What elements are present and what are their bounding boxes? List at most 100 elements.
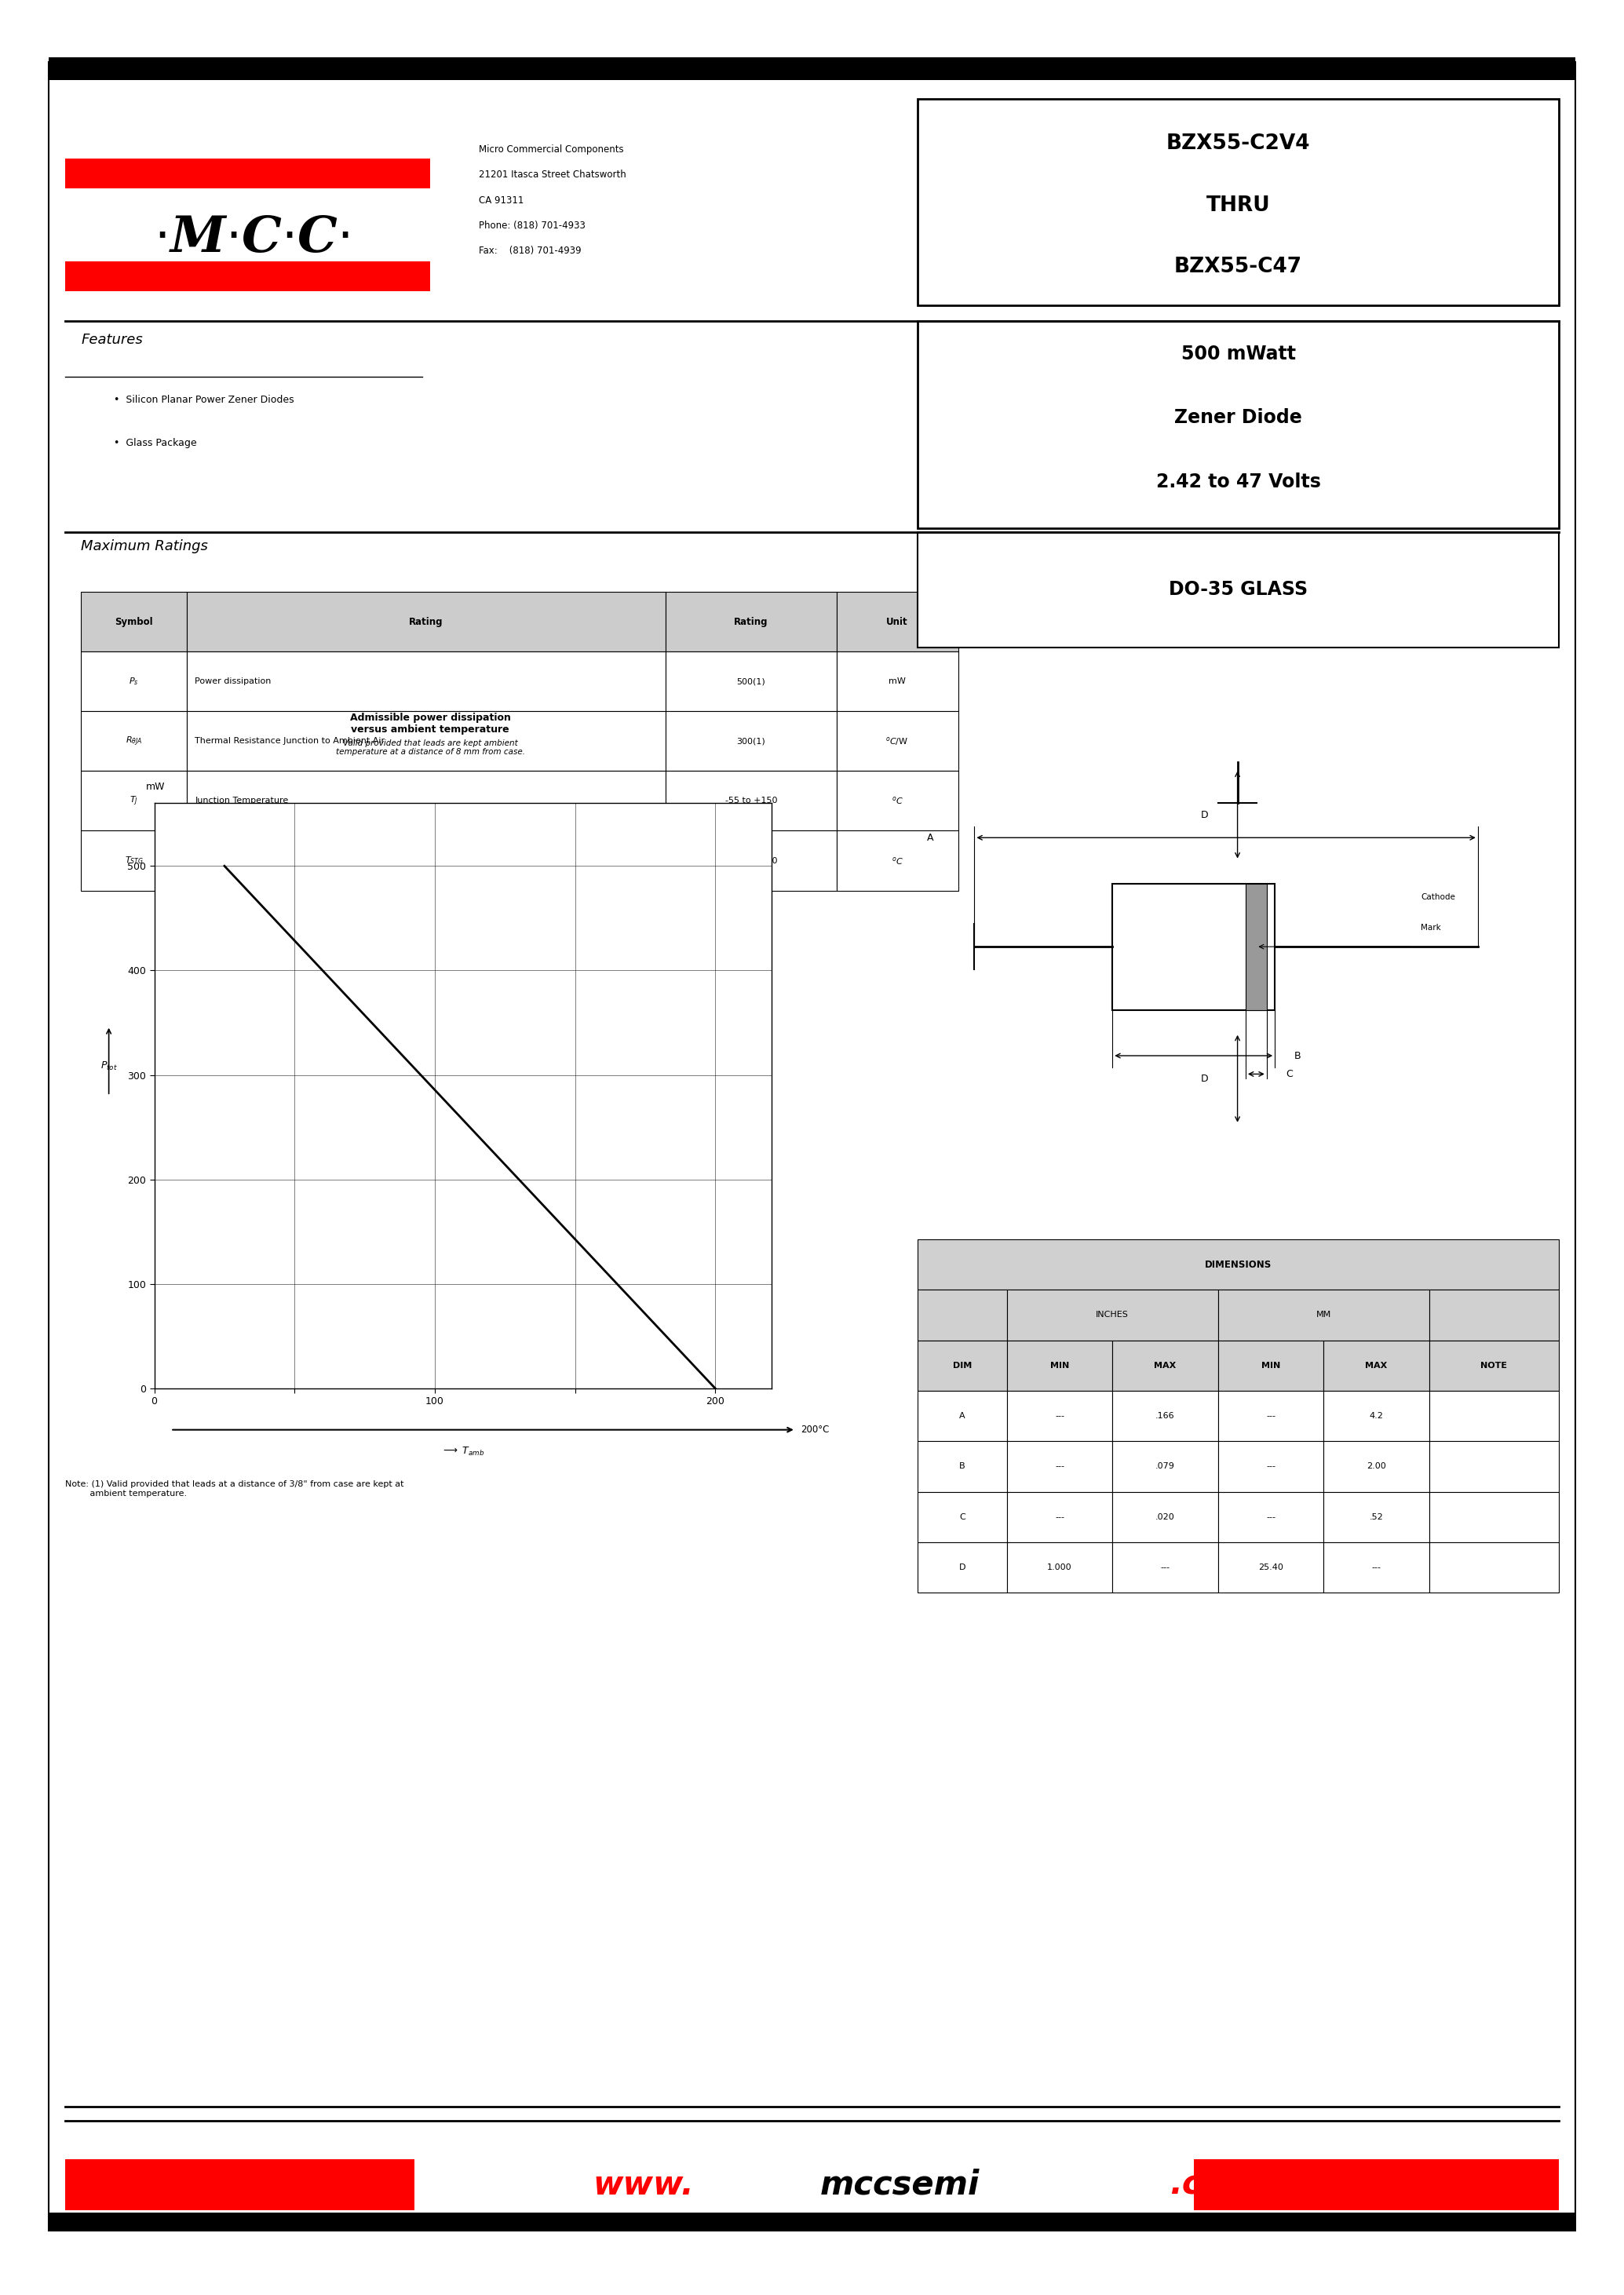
Text: mW: mW xyxy=(888,677,906,686)
Text: Rating: Rating xyxy=(409,617,443,627)
Bar xyxy=(187,831,666,890)
Text: MAX: MAX xyxy=(1155,1361,1176,1370)
Bar xyxy=(1429,1441,1559,1492)
Bar xyxy=(1324,1441,1429,1492)
Text: MM: MM xyxy=(1315,1310,1332,1320)
Text: 2.42 to 47 Volts: 2.42 to 47 Volts xyxy=(1156,473,1320,491)
Text: Micro Commercial Components: Micro Commercial Components xyxy=(479,145,624,154)
Text: ---: --- xyxy=(1056,1462,1064,1471)
Bar xyxy=(1218,1290,1429,1340)
Bar xyxy=(1112,1492,1218,1542)
Bar xyxy=(1007,1492,1112,1542)
Text: D: D xyxy=(958,1563,966,1572)
Text: NOTE: NOTE xyxy=(1481,1361,1507,1370)
Bar xyxy=(1429,1542,1559,1593)
Text: INCHES: INCHES xyxy=(1096,1310,1129,1320)
Bar xyxy=(1429,1340,1559,1391)
Text: ---: --- xyxy=(1267,1512,1275,1522)
Text: Valid provided that leads are kept ambient
temperature at a distance of 8 mm fro: Valid provided that leads are kept ambie… xyxy=(336,739,525,755)
Text: -55 to +150: -55 to +150 xyxy=(724,856,778,865)
Text: mW: mW xyxy=(146,783,166,792)
Text: MIN: MIN xyxy=(1051,1361,1069,1370)
Bar xyxy=(1218,1492,1324,1542)
Text: CA 91311: CA 91311 xyxy=(479,195,525,204)
Text: Maximum Ratings: Maximum Ratings xyxy=(81,539,208,553)
Text: 300(1): 300(1) xyxy=(737,737,765,746)
Bar xyxy=(187,771,666,831)
Bar xyxy=(918,1340,1007,1391)
Bar xyxy=(1194,2160,1559,2210)
Text: D: D xyxy=(1200,1074,1208,1083)
Bar xyxy=(836,771,958,831)
Bar xyxy=(918,1542,1007,1593)
Text: 500(1): 500(1) xyxy=(737,677,765,686)
Text: ---: --- xyxy=(1056,1411,1064,1421)
Text: ---: --- xyxy=(1267,1411,1275,1421)
Text: .020: .020 xyxy=(1156,1512,1174,1522)
Text: mccsemi: mccsemi xyxy=(820,2169,979,2201)
Text: 4.2: 4.2 xyxy=(1369,1411,1384,1421)
Text: Power dissipation: Power dissipation xyxy=(195,677,271,686)
Bar xyxy=(1112,1542,1218,1593)
Bar xyxy=(1218,1391,1324,1441)
Text: 200°C: 200°C xyxy=(801,1425,830,1434)
Bar xyxy=(81,771,187,831)
Text: Admissible power dissipation
versus ambient temperature: Admissible power dissipation versus ambi… xyxy=(349,711,512,734)
Bar xyxy=(1112,1340,1218,1391)
Text: .166: .166 xyxy=(1156,1411,1174,1421)
Bar xyxy=(836,831,958,890)
Text: $R_{\theta JA}$: $R_{\theta JA}$ xyxy=(125,734,143,748)
Text: •  Glass Package: • Glass Package xyxy=(114,438,197,448)
Text: $P_{tot}$: $P_{tot}$ xyxy=(101,1060,117,1072)
Text: B: B xyxy=(1294,1051,1301,1060)
Text: $^oC$: $^oC$ xyxy=(892,856,903,865)
Bar xyxy=(1007,1391,1112,1441)
Text: 1.000: 1.000 xyxy=(1047,1563,1072,1572)
Bar xyxy=(1429,1391,1559,1441)
Text: Junction Temperature: Junction Temperature xyxy=(195,796,289,806)
Bar xyxy=(1218,1340,1324,1391)
Bar xyxy=(918,321,1559,528)
Text: Storage Temperature Range: Storage Temperature Range xyxy=(195,856,318,865)
Bar xyxy=(1007,1340,1112,1391)
Text: Features: Features xyxy=(81,333,143,347)
Bar xyxy=(1112,1441,1218,1492)
Text: ---: --- xyxy=(1267,1462,1275,1471)
Text: ---: --- xyxy=(1161,1563,1169,1572)
Bar xyxy=(1007,1441,1112,1492)
Text: .com: .com xyxy=(1169,2169,1257,2201)
Bar xyxy=(1112,884,1275,1010)
Text: Unit: Unit xyxy=(887,617,908,627)
Bar xyxy=(836,592,958,652)
Bar xyxy=(187,592,666,652)
Text: -55 to +150: -55 to +150 xyxy=(724,796,778,806)
Bar xyxy=(81,831,187,890)
Bar xyxy=(1007,1290,1218,1340)
Bar xyxy=(918,1239,1559,1290)
Bar xyxy=(49,2212,1575,2231)
Text: DIM: DIM xyxy=(953,1361,971,1370)
Text: Phone: (818) 701-4933: Phone: (818) 701-4933 xyxy=(479,220,586,230)
Bar xyxy=(836,652,958,711)
Bar xyxy=(918,99,1559,305)
Bar xyxy=(918,1391,1007,1441)
Bar xyxy=(666,592,836,652)
Bar xyxy=(1218,1542,1324,1593)
Bar xyxy=(1218,1441,1324,1492)
Bar xyxy=(666,652,836,711)
Bar xyxy=(187,652,666,711)
Bar xyxy=(666,771,836,831)
Text: MIN: MIN xyxy=(1262,1361,1280,1370)
Text: www.: www. xyxy=(593,2169,693,2201)
Text: C: C xyxy=(1286,1069,1293,1079)
Text: Note: (1) Valid provided that leads at a distance of 3/8" from case are kept at
: Note: (1) Valid provided that leads at a… xyxy=(65,1480,404,1496)
Bar xyxy=(666,831,836,890)
Text: 21201 Itasca Street Chatsworth: 21201 Itasca Street Chatsworth xyxy=(479,170,627,179)
Text: A: A xyxy=(960,1411,965,1421)
Text: $T_J$: $T_J$ xyxy=(130,794,138,808)
Bar xyxy=(49,57,1575,80)
Bar xyxy=(187,711,666,771)
Text: •  Silicon Planar Power Zener Diodes: • Silicon Planar Power Zener Diodes xyxy=(114,395,294,404)
Text: ---: --- xyxy=(1056,1512,1064,1522)
Bar xyxy=(1112,1391,1218,1441)
